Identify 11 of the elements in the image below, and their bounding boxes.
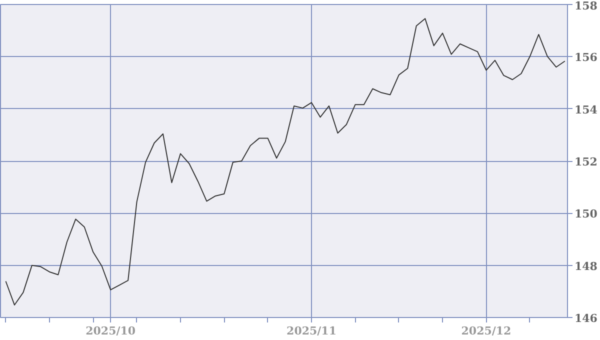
y-tick-label: 150 — [574, 208, 598, 221]
y-tick-label: 148 — [574, 260, 598, 273]
x-tick-label: 2025/11 — [286, 324, 337, 338]
x-tick-label: 2025/12 — [461, 324, 512, 338]
y-tick-label: 146 — [574, 312, 598, 325]
y-tick-label: 158 — [574, 0, 598, 12]
y-tick-label: 152 — [574, 156, 598, 168]
line-series — [5, 18, 566, 306]
y-tick-label: 156 — [574, 51, 598, 64]
x-tick-label: 2025/10 — [86, 324, 136, 338]
y-tick-label: 154 — [574, 103, 598, 116]
